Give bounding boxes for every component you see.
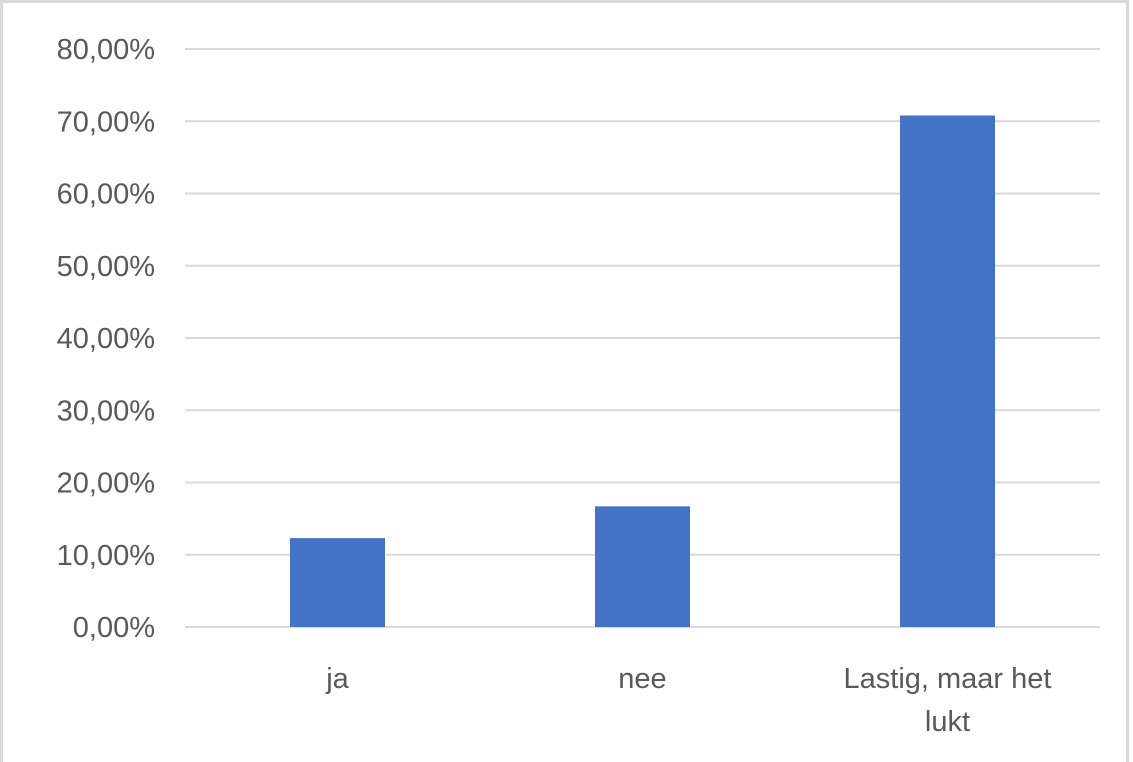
y-axis-ticks: 0,00% 10,00% 20,00% 30,00% 40,00% 50,00% 60,00… — [57, 34, 155, 644]
x-category-label: nee — [618, 663, 666, 695]
x-category-label: ja — [325, 663, 349, 695]
x-category-label: Lastig, maar het lukt — [844, 663, 1052, 738]
bars — [290, 115, 995, 627]
y-tick-label: 40,00% — [57, 323, 155, 355]
bar — [290, 538, 385, 627]
y-tick-label: 80,00% — [57, 34, 155, 66]
y-tick-label: 50,00% — [57, 251, 155, 283]
bar — [900, 115, 995, 627]
bar — [595, 506, 690, 627]
y-tick-label: 30,00% — [57, 395, 155, 427]
y-tick-label: 10,00% — [57, 540, 155, 572]
y-tick-label: 20,00% — [57, 468, 155, 500]
x-axis-labels: ja nee Lastig, maar het lukt — [325, 663, 1051, 738]
y-tick-label: 60,00% — [57, 179, 155, 211]
y-tick-label: 70,00% — [57, 106, 155, 138]
y-tick-label: 0,00% — [73, 612, 155, 644]
